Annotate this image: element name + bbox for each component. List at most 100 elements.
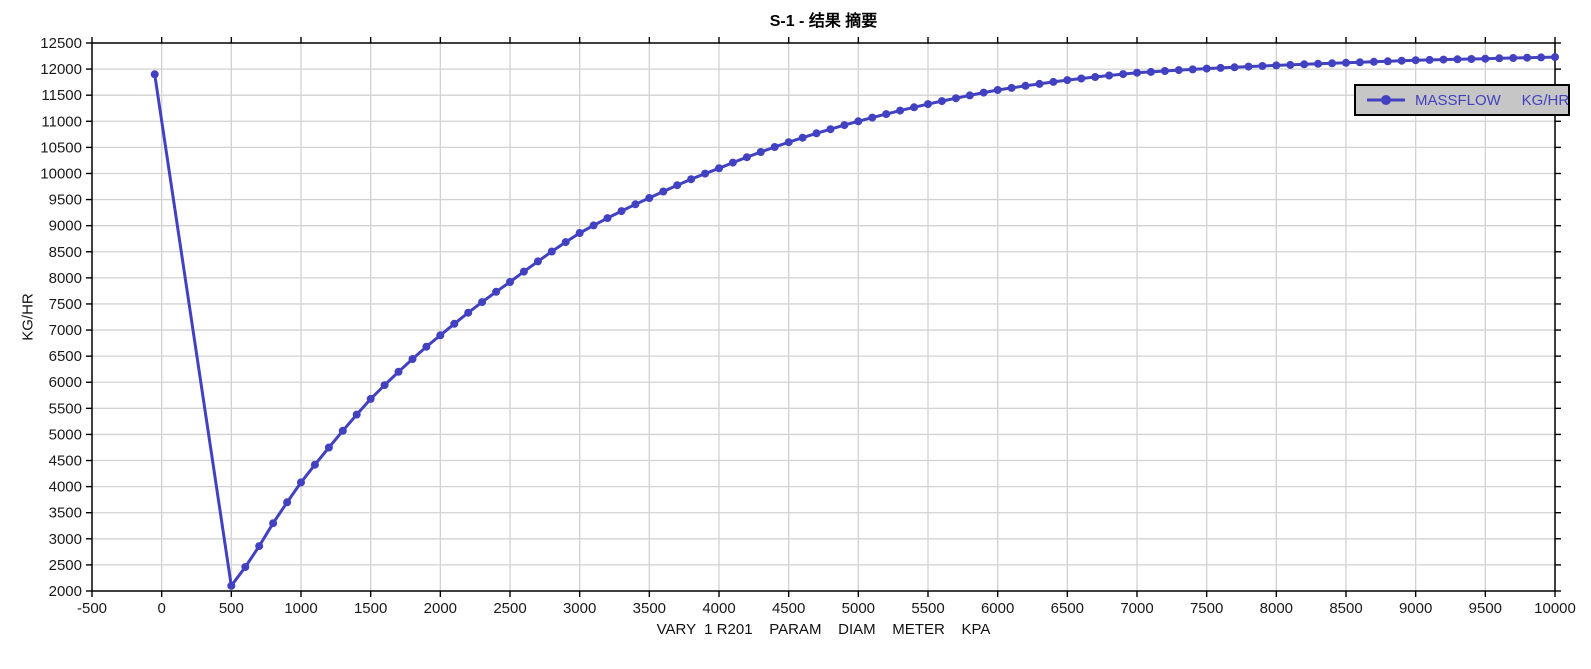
y-tick-label: 9500 bbox=[49, 192, 82, 209]
x-tick-label: 8500 bbox=[1329, 600, 1362, 617]
data-point-marker bbox=[1202, 64, 1211, 73]
legend[interactable]: MASSFLOW KG/HR bbox=[1354, 84, 1570, 116]
data-point-marker bbox=[575, 229, 584, 237]
data-point-marker bbox=[1551, 53, 1559, 62]
data-point-marker bbox=[297, 478, 305, 487]
data-point-marker bbox=[798, 133, 807, 142]
y-tick-label: 11000 bbox=[41, 113, 82, 130]
data-point-marker bbox=[150, 70, 159, 79]
data-point-marker bbox=[366, 394, 375, 403]
x-tick-label: 6000 bbox=[981, 600, 1014, 617]
data-point-marker bbox=[603, 214, 612, 223]
y-tick-label: 3500 bbox=[49, 505, 82, 522]
legend-label: MASSFLOW KG/HR bbox=[1415, 91, 1570, 109]
data-point-marker bbox=[728, 158, 737, 167]
data-point-marker bbox=[993, 86, 1002, 94]
massflow-legend-marker-icon bbox=[1367, 95, 1405, 105]
data-point-marker bbox=[784, 138, 793, 147]
data-point-marker bbox=[979, 88, 988, 97]
data-point-marker bbox=[1146, 67, 1155, 76]
y-tick-label: 11500 bbox=[41, 87, 82, 104]
data-point-marker bbox=[1119, 70, 1128, 79]
x-tick-label: 4500 bbox=[772, 600, 805, 617]
data-point-marker bbox=[464, 308, 473, 317]
data-point-marker bbox=[937, 97, 946, 106]
data-point-marker bbox=[924, 100, 932, 109]
series-line bbox=[153, 55, 1557, 588]
data-point-marker bbox=[1300, 60, 1309, 69]
y-tick-label: 3000 bbox=[49, 531, 82, 548]
x-tick-label: 3500 bbox=[633, 600, 666, 617]
data-point-marker bbox=[896, 106, 905, 115]
x-tick-label: 6500 bbox=[1051, 600, 1084, 617]
data-point-marker bbox=[1439, 55, 1448, 64]
x-tick-label: 8000 bbox=[1260, 600, 1293, 617]
data-point-marker bbox=[492, 287, 501, 296]
data-point-marker bbox=[1007, 83, 1016, 92]
data-point-marker bbox=[1425, 55, 1434, 64]
data-point-marker bbox=[951, 94, 960, 103]
x-tick-label: 10000 bbox=[1534, 600, 1576, 617]
x-tick-label: 9000 bbox=[1399, 600, 1432, 617]
data-point-marker bbox=[324, 443, 333, 452]
data-point-marker bbox=[338, 426, 347, 435]
data-point-marker bbox=[1049, 77, 1058, 86]
data-point-marker bbox=[394, 367, 403, 376]
data-point-marker bbox=[965, 91, 974, 100]
x-tick-label: 1500 bbox=[354, 600, 387, 617]
data-point-marker bbox=[241, 563, 250, 571]
data-point-marker bbox=[1342, 58, 1350, 67]
y-tick-label: 4500 bbox=[49, 453, 82, 470]
data-point-marker bbox=[617, 207, 626, 216]
data-point-marker bbox=[1258, 62, 1267, 70]
x-tick-label: 7500 bbox=[1190, 600, 1223, 617]
data-point-marker bbox=[310, 460, 319, 469]
y-tick-label: 2500 bbox=[49, 557, 82, 574]
data-point-marker bbox=[1495, 54, 1504, 63]
data-point-marker bbox=[1174, 66, 1183, 75]
data-point-marker bbox=[506, 278, 514, 286]
data-point-marker bbox=[840, 121, 849, 130]
x-tick-label: 2500 bbox=[493, 600, 526, 617]
data-point-marker bbox=[1188, 65, 1197, 74]
data-point-marker bbox=[812, 129, 821, 138]
data-point-marker bbox=[422, 342, 431, 351]
massflow-series[interactable] bbox=[150, 53, 1559, 590]
data-point-marker bbox=[631, 200, 640, 209]
data-point-marker bbox=[1035, 79, 1044, 88]
data-point-marker bbox=[854, 117, 863, 126]
data-point-marker bbox=[1133, 68, 1141, 77]
x-tick-label: 3000 bbox=[563, 600, 596, 617]
data-point-marker bbox=[910, 103, 919, 112]
x-tick-label: 2000 bbox=[424, 600, 457, 617]
data-point-marker bbox=[1537, 53, 1546, 62]
data-point-marker bbox=[519, 267, 528, 276]
data-point-marker bbox=[436, 331, 445, 340]
x-tick-label: 5500 bbox=[911, 600, 944, 617]
data-point-marker bbox=[1467, 55, 1476, 63]
y-tick-label: 10500 bbox=[40, 139, 82, 156]
data-point-marker bbox=[1509, 54, 1518, 62]
data-point-marker bbox=[255, 542, 264, 551]
y-tick-label: 10000 bbox=[40, 165, 82, 182]
y-tick-label: 7000 bbox=[49, 322, 82, 339]
data-point-marker bbox=[408, 355, 417, 363]
data-point-marker bbox=[1230, 63, 1239, 72]
x-axis-title: VARY 1 R201 PARAM DIAM METER KPA bbox=[656, 621, 991, 638]
data-point-marker bbox=[1397, 56, 1406, 65]
y-tick-label: 12500 bbox=[40, 35, 82, 52]
data-point-marker bbox=[561, 238, 570, 247]
data-point-marker bbox=[1286, 60, 1295, 69]
data-point-marker bbox=[742, 153, 751, 162]
data-point-marker bbox=[1523, 53, 1532, 62]
data-point-marker bbox=[1105, 71, 1114, 80]
data-point-marker bbox=[478, 298, 487, 307]
x-tick-label: 9500 bbox=[1469, 600, 1502, 617]
y-tick-label: 6000 bbox=[49, 374, 82, 391]
data-point-marker bbox=[1355, 58, 1364, 67]
y-tick-label: 9000 bbox=[49, 218, 82, 235]
data-point-marker bbox=[1453, 55, 1462, 64]
x-tick-label: 5000 bbox=[842, 600, 875, 617]
